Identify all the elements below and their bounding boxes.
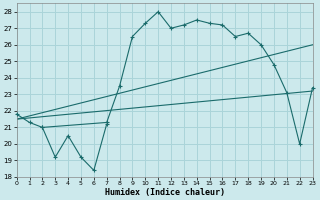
- X-axis label: Humidex (Indice chaleur): Humidex (Indice chaleur): [105, 188, 225, 197]
